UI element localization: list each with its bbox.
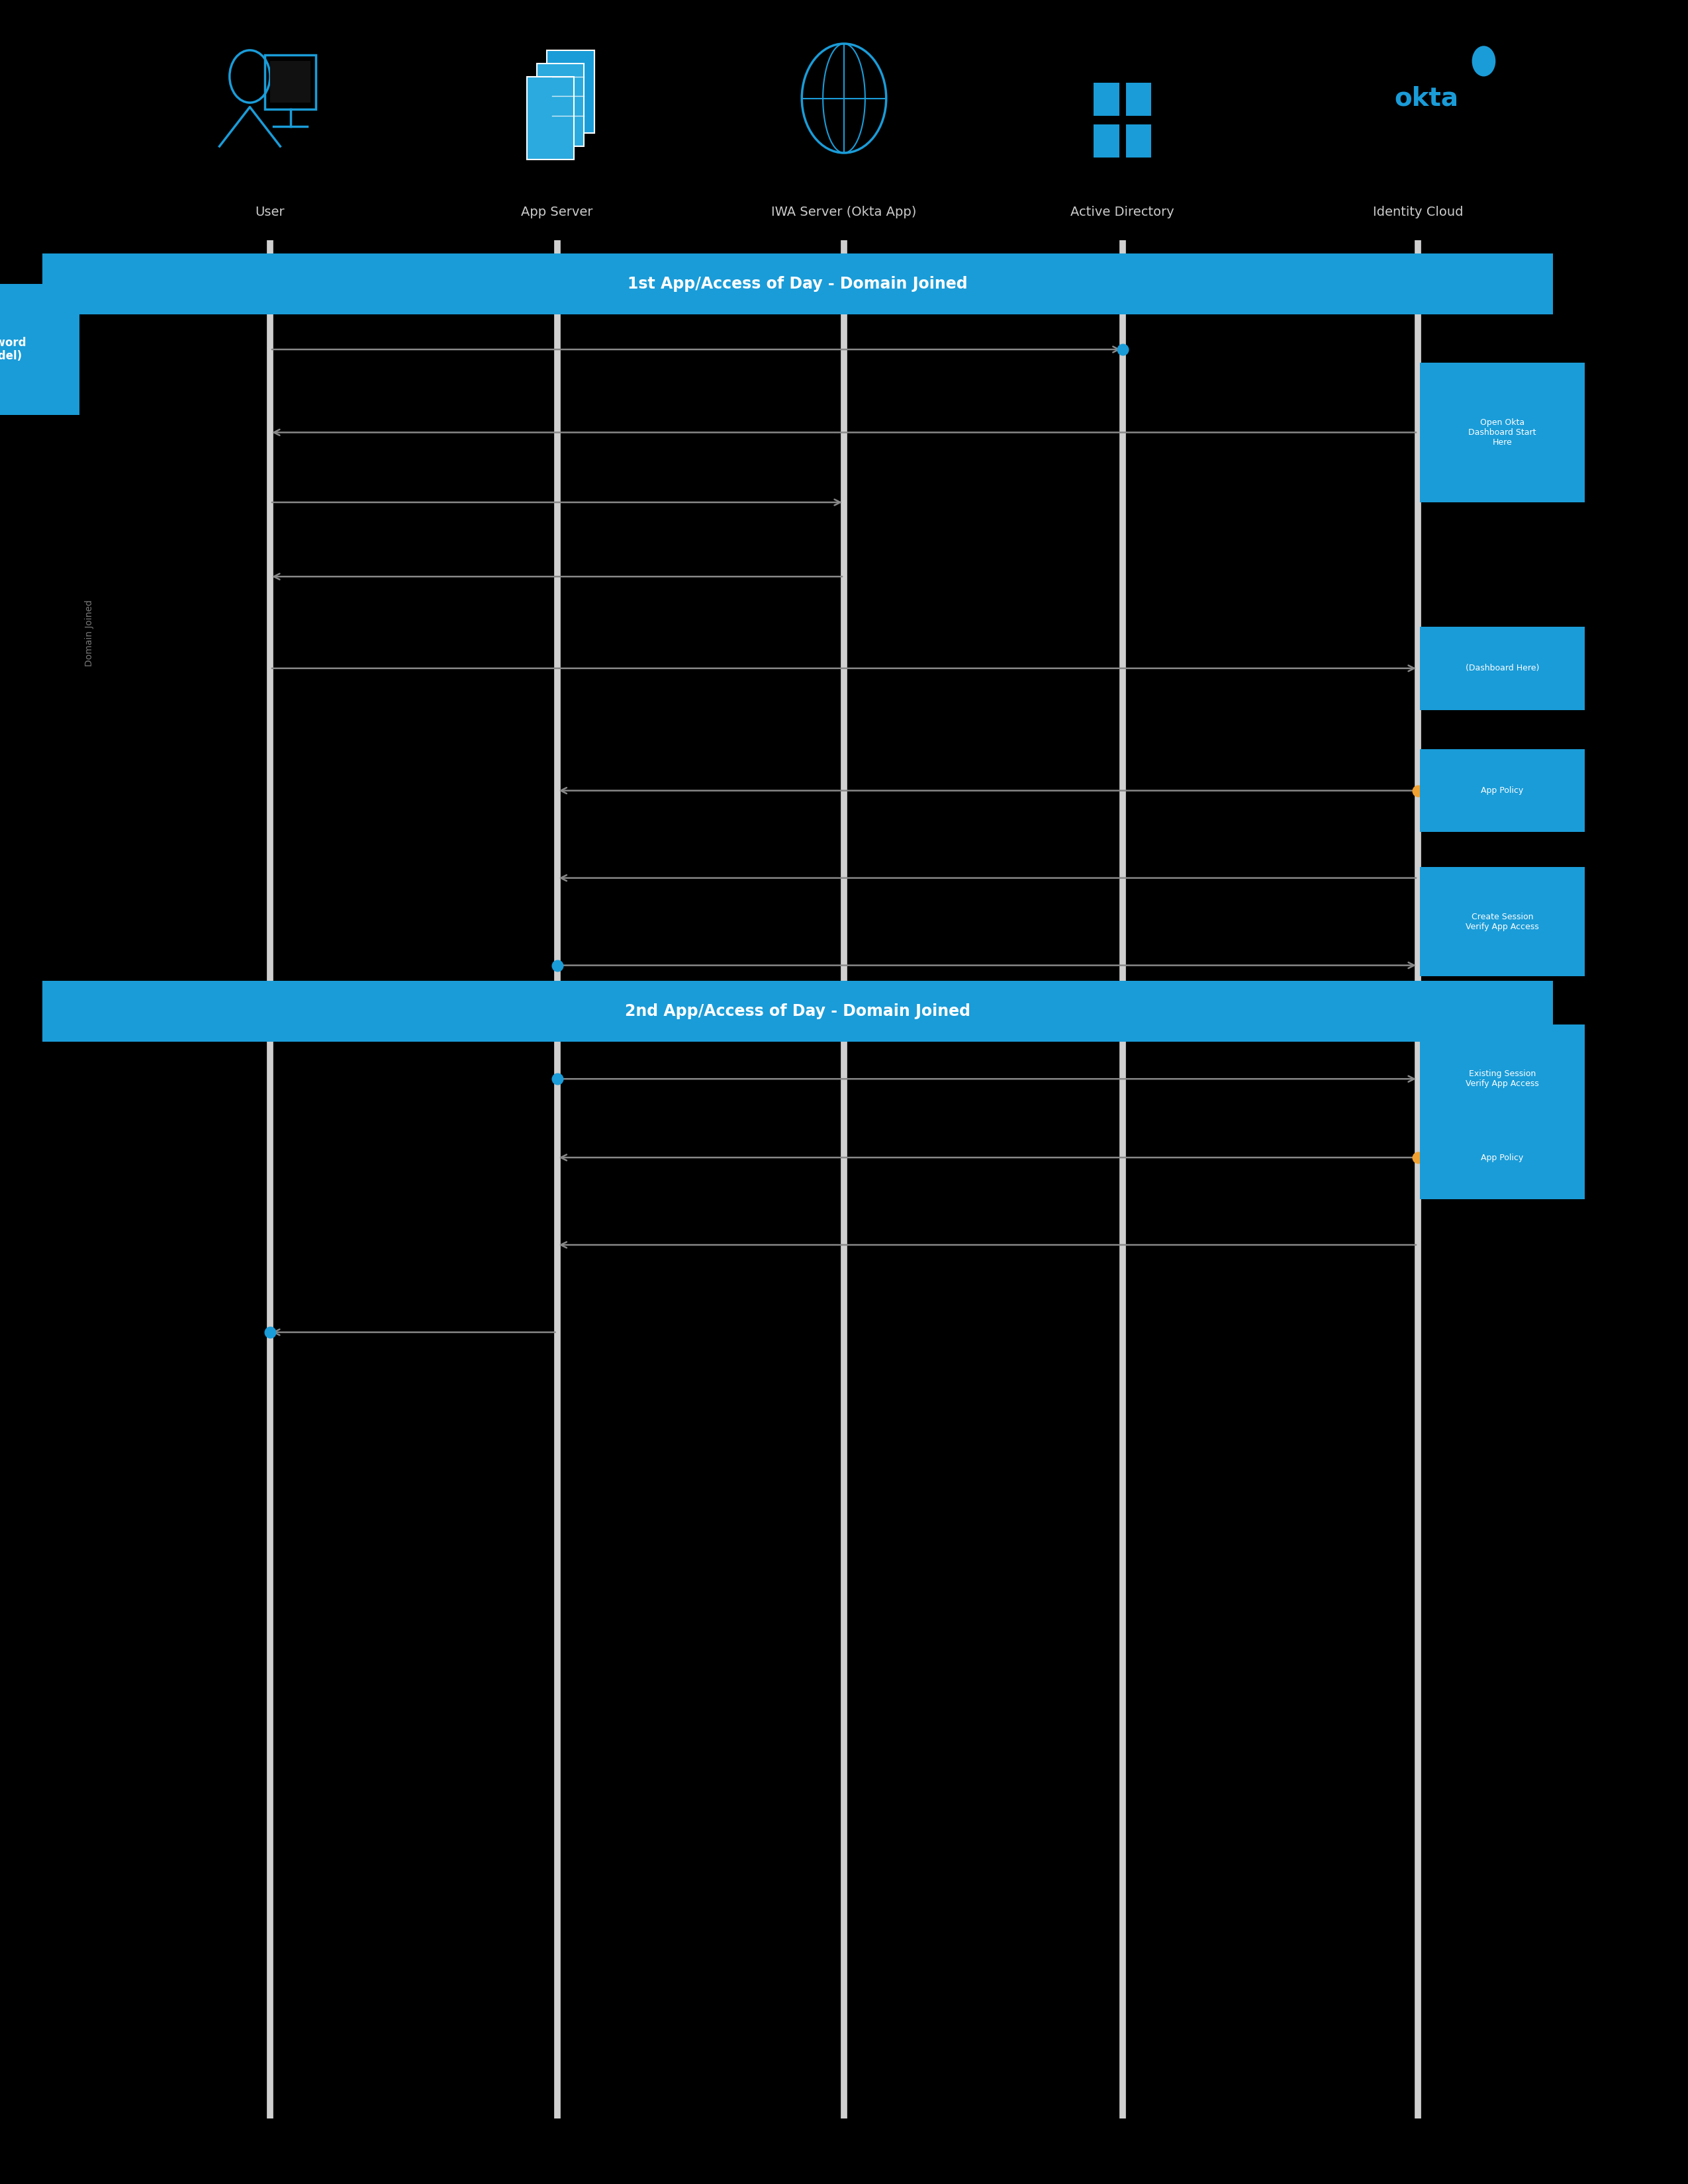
- FancyBboxPatch shape: [1420, 627, 1585, 710]
- FancyBboxPatch shape: [1126, 124, 1151, 157]
- FancyBboxPatch shape: [1420, 749, 1585, 832]
- Text: IWA Server (Okta App): IWA Server (Okta App): [771, 205, 917, 218]
- FancyBboxPatch shape: [42, 981, 1553, 1042]
- FancyBboxPatch shape: [42, 253, 1553, 314]
- Text: Create Session
Verify App Access: Create Session Verify App Access: [1465, 913, 1539, 930]
- Text: UID / Password
(ctrl+alt+del): UID / Password (ctrl+alt+del): [0, 336, 27, 363]
- Text: Domain Joined: Domain Joined: [84, 601, 95, 666]
- FancyBboxPatch shape: [537, 63, 584, 146]
- Text: App Policy: App Policy: [1480, 786, 1524, 795]
- Text: App Policy: App Policy: [1480, 1153, 1524, 1162]
- Circle shape: [1472, 46, 1496, 76]
- Text: Existing Session
Verify App Access: Existing Session Verify App Access: [1465, 1070, 1539, 1088]
- FancyBboxPatch shape: [1420, 867, 1585, 976]
- FancyBboxPatch shape: [1126, 83, 1151, 116]
- Text: Open Okta
Dashboard Start
Here: Open Okta Dashboard Start Here: [1469, 417, 1536, 448]
- FancyBboxPatch shape: [1094, 124, 1119, 157]
- Text: App Server: App Server: [522, 205, 592, 218]
- FancyBboxPatch shape: [527, 76, 574, 159]
- FancyBboxPatch shape: [0, 284, 79, 415]
- FancyBboxPatch shape: [1420, 363, 1585, 502]
- Text: (Dashboard Here): (Dashboard Here): [1465, 664, 1539, 673]
- FancyBboxPatch shape: [270, 61, 311, 103]
- Text: Identity Cloud: Identity Cloud: [1372, 205, 1463, 218]
- FancyBboxPatch shape: [547, 50, 594, 133]
- Text: User: User: [255, 205, 285, 218]
- Text: 2nd App/Access of Day - Domain Joined: 2nd App/Access of Day - Domain Joined: [625, 1002, 971, 1020]
- Text: Active Directory: Active Directory: [1070, 205, 1175, 218]
- FancyBboxPatch shape: [1094, 83, 1119, 116]
- FancyBboxPatch shape: [1420, 1116, 1585, 1199]
- FancyBboxPatch shape: [1420, 1024, 1585, 1133]
- Text: 1st App/Access of Day - Domain Joined: 1st App/Access of Day - Domain Joined: [628, 275, 967, 293]
- Text: okta: okta: [1394, 85, 1458, 111]
